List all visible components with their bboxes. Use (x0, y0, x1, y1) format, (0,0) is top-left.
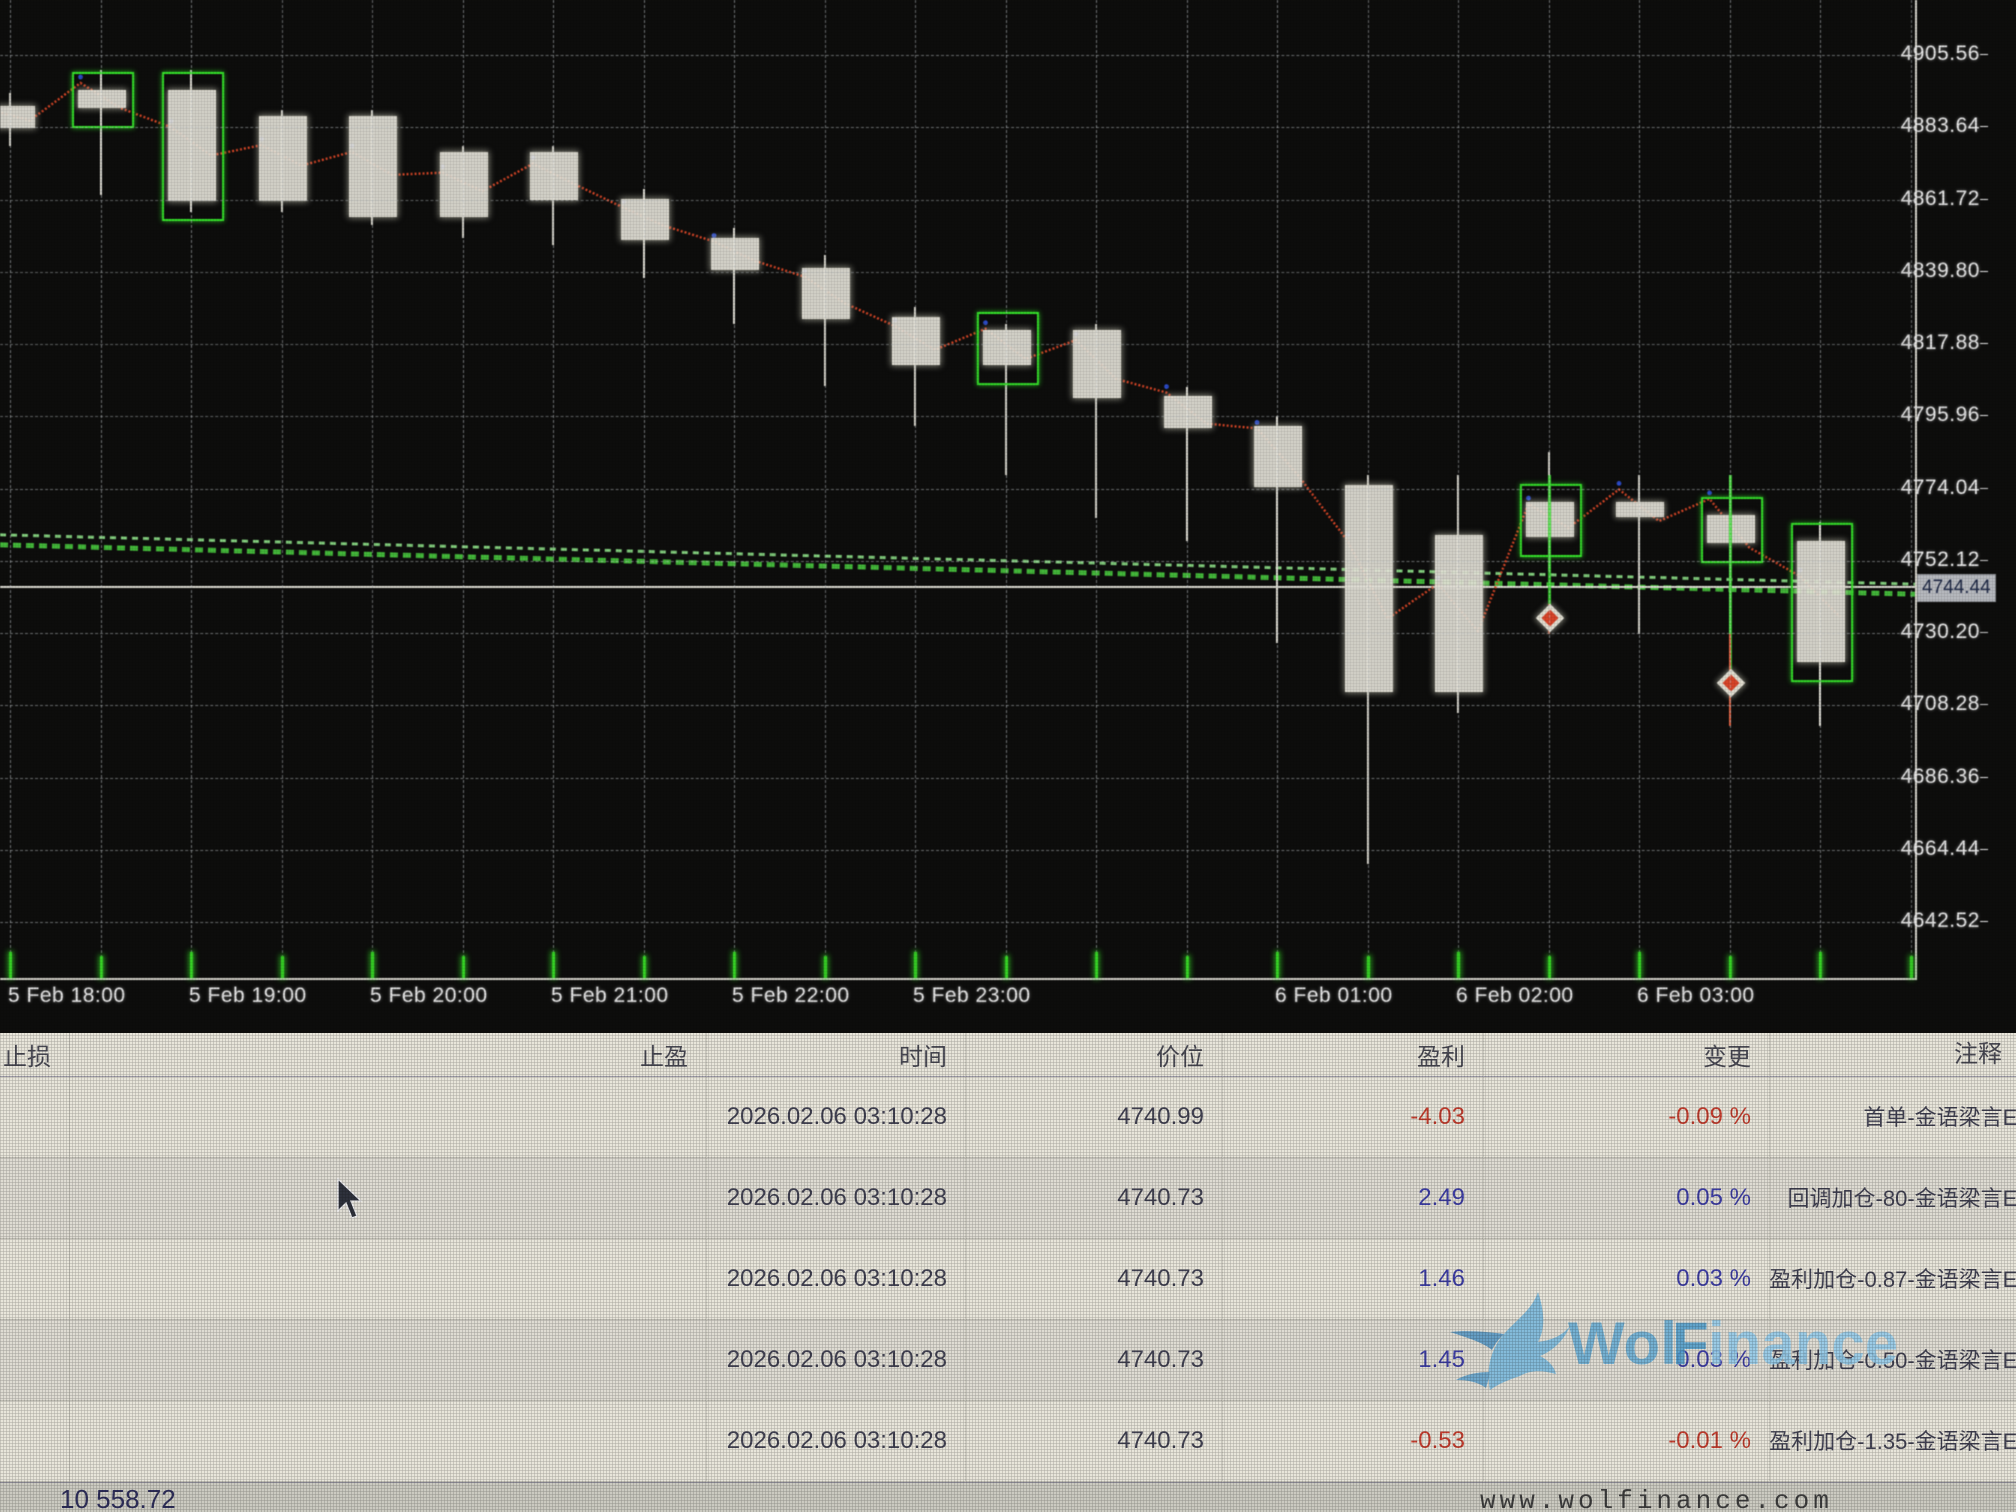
svg-text:F: F (1672, 1310, 1709, 1377)
svg-text:inance: inance (1708, 1310, 1898, 1377)
svg-text:Wol: Wol (1568, 1310, 1677, 1377)
